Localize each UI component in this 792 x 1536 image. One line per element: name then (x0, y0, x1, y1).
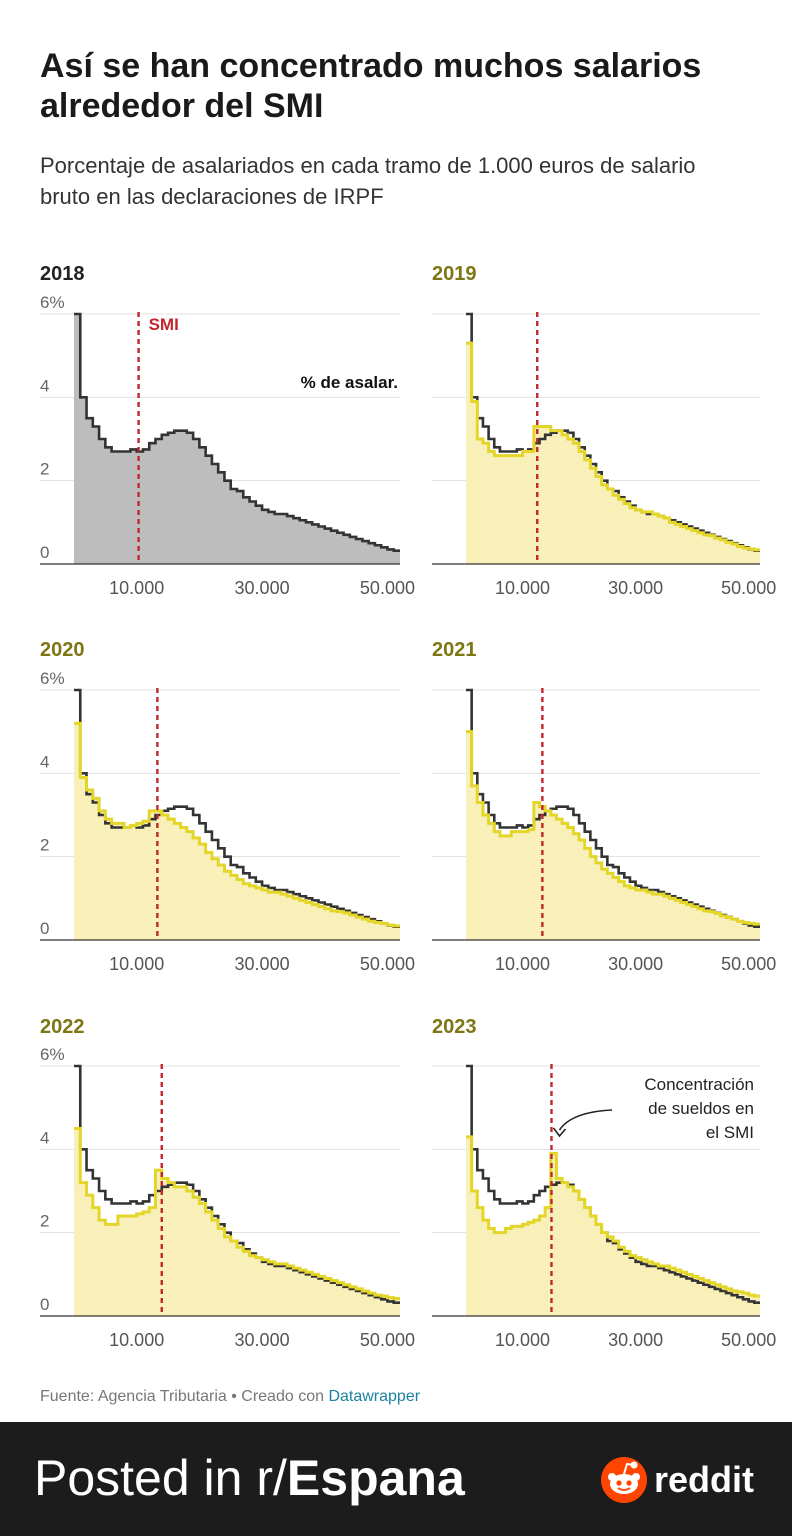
y-tick-label: 0 (40, 543, 49, 562)
panel-year-label: 2022 (40, 1016, 85, 1038)
x-tick-label: 50.000 (360, 1330, 415, 1350)
year-area (466, 731, 760, 940)
x-tick-label: 10.000 (109, 954, 164, 974)
x-tick-label: 10.000 (495, 1330, 550, 1350)
panel-year-label: 2018 (40, 263, 85, 285)
series-line-2022 (74, 1127, 400, 1300)
y-tick-label: 6% (40, 669, 65, 688)
x-tick-label: 30.000 (608, 954, 663, 974)
y-tick-label: 2 (40, 460, 49, 479)
panel-2018: 2018 0 2 4 6% 10.000 30.000 50.000 SMI % de asala… (40, 263, 415, 598)
x-tick-label: 10.000 (495, 954, 550, 974)
year-area (466, 343, 760, 564)
series-line-2021 (466, 730, 760, 926)
series-line-2020 (74, 721, 400, 928)
posted-in-text: Posted in r/Espana (34, 1448, 465, 1508)
series-label: % de asalar. (301, 373, 398, 392)
x-tick-label: 30.000 (608, 1330, 663, 1350)
annotation-line: Concentración (644, 1075, 754, 1094)
year-area (74, 723, 400, 940)
panel-2022: 2022 0 2 4 6% 10.000 30.000 50.000 (40, 1016, 415, 1350)
series-line-2023 (466, 1135, 760, 1298)
y-tick-label: 0 (40, 919, 49, 938)
x-tick-label: 50.000 (360, 578, 415, 598)
x-tick-label: 30.000 (608, 578, 663, 598)
source-text: Fuente: Agencia Tributaria • Creado con (40, 1388, 329, 1405)
series-line-2019 (466, 341, 760, 552)
smi-label: SMI (149, 315, 179, 334)
subreddit-name[interactable]: Espana (286, 1450, 465, 1506)
x-tick-label: 10.000 (109, 1330, 164, 1350)
datawrapper-link[interactable]: Datawrapper (328, 1388, 421, 1405)
annotation-line: el SMI (706, 1123, 754, 1142)
series-line-2018 (74, 1064, 400, 1304)
reddit-wordmark: reddit (654, 1459, 755, 1500)
small-multiples-charts: 2018 0 2 4 6% 10.000 30.000 50.000 SMI % de asala… (0, 240, 792, 1370)
x-tick-label: 50.000 (721, 1330, 776, 1350)
annotation-arrow (558, 1109, 613, 1131)
panel-year-label: 2019 (432, 263, 477, 285)
chart-title: Así se han concentrado muchos salarios a… (40, 47, 702, 125)
y-tick-label: 6% (40, 1045, 65, 1064)
x-tick-label: 10.000 (109, 578, 164, 598)
series-line-2018 (466, 1064, 760, 1304)
panel-year-label: 2023 (432, 1016, 477, 1038)
series-line-2018 (74, 312, 400, 552)
panel-2020: 2020 0 2 4 6% 10.000 30.000 50.000 (40, 639, 415, 974)
x-tick-label: 50.000 (360, 954, 415, 974)
year-area (466, 1136, 760, 1316)
reddit-footer: Posted in r/Espana reddit (0, 1422, 792, 1536)
x-tick-label: 10.000 (495, 578, 550, 598)
y-tick-label: 2 (40, 1212, 49, 1231)
panel-2019: 2019 10.000 30.000 50.000 (432, 263, 776, 598)
x-tick-label: 30.000 (235, 954, 290, 974)
y-tick-label: 4 (40, 752, 49, 771)
y-tick-label: 0 (40, 1295, 49, 1314)
y-tick-label: 6% (40, 293, 65, 312)
panel-year-label: 2020 (40, 639, 85, 661)
panel-2021: 2021 10.000 30.000 50.000 (432, 639, 776, 974)
reddit-snoo-icon (601, 1457, 647, 1503)
x-tick-label: 50.000 (721, 954, 776, 974)
chart-subtitle: Porcentaje de asalariados en cada tramo … (40, 153, 696, 209)
baseline-area (74, 314, 400, 564)
y-tick-label: 4 (40, 1128, 49, 1147)
x-tick-label: 50.000 (721, 578, 776, 598)
panel-2023: 2023 10.000 30.000 50.000 Concentración de su… (432, 1016, 776, 1350)
charts-svg: 2018 0 2 4 6% 10.000 30.000 50.000 SMI % de asala… (40, 263, 776, 1350)
y-tick-label: 4 (40, 376, 49, 395)
x-tick-label: 30.000 (235, 578, 290, 598)
posted-in-prefix: Posted in r/ (34, 1450, 287, 1506)
y-tick-label: 2 (40, 836, 49, 855)
source-note: Fuente: Agencia Tributaria • Creado con … (40, 1388, 420, 1406)
x-tick-label: 30.000 (235, 1330, 290, 1350)
panel-year-label: 2021 (432, 639, 477, 661)
annotation-arrowhead (552, 1127, 567, 1138)
annotation-line: de sueldos en (648, 1099, 754, 1118)
